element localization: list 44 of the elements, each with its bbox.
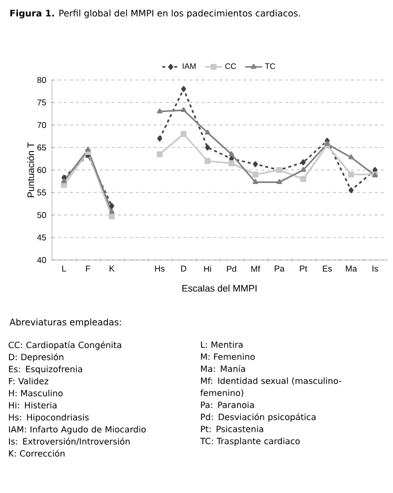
y-tick-label: 75 (37, 100, 46, 106)
text: Pt: Psicastenia (201, 426, 264, 432)
y-axis-title: Puntuación T (27, 142, 34, 198)
x-tick-label: Es (322, 266, 332, 272)
y-tick-label: 70 (37, 122, 46, 128)
text: TC: Trasplante cardiaco (200, 438, 300, 446)
y-tick-label: 50 (37, 212, 46, 218)
text: F: Validez (9, 378, 48, 384)
y-tick-label: 40 (37, 257, 46, 263)
text: H: Masculino (9, 390, 63, 396)
x-tick-label: Hi (204, 266, 211, 272)
y-tick-label: 55 (37, 190, 46, 196)
text: CC: Cardiopatía Congénita (8, 341, 122, 350)
x-tick-label: Pa (274, 266, 284, 272)
text: Pd: Desviación psicopática (201, 413, 316, 422)
text: L: Mentira (201, 341, 243, 348)
y-tick-label: 65 (37, 144, 46, 150)
text: K: Corrección (9, 450, 65, 457)
text: Is: Extroversión/Introversión (9, 438, 130, 446)
text: Ma: Manía (201, 364, 245, 372)
text: Es: Esquizofrenia (9, 366, 82, 374)
x-tick-label: L (62, 266, 66, 272)
text: Mf: Identidad sexual (masculino-femenino) (200, 377, 342, 398)
text: IAM: Infarto Agudo de Miocardio (9, 426, 146, 434)
text: Hs: Hipocondriasis (9, 414, 89, 422)
text: Hi: Histeria (9, 402, 56, 408)
x-tick-label: F (86, 266, 90, 272)
text: Abreviaturas empleadas: (10, 318, 121, 328)
x-tick-label: Is (372, 266, 378, 272)
x-tick-label: Pd (226, 266, 236, 272)
x-tick-label: Mf (251, 266, 260, 272)
y-tick-label: 60 (37, 167, 46, 173)
y-tick-label: 80 (37, 77, 46, 83)
text: D: Depresión (9, 353, 64, 362)
x-tick-label: K (110, 266, 115, 272)
x-tick-label: D (181, 266, 186, 272)
x-tick-label: Pt (300, 266, 308, 272)
x-tick-label: Ma (346, 266, 357, 272)
y-tick-label: 45 (37, 234, 46, 240)
text: M: Femenino (201, 353, 255, 360)
chart-title: Figura 1. Perfil global del MMPI en los padecimientos cardiacos. (10, 10, 300, 18)
text: Pa: Paranoia (201, 401, 254, 408)
x-axis-title: Escalas del MMPI (182, 284, 256, 292)
x-tick-label: Hs (155, 266, 165, 272)
